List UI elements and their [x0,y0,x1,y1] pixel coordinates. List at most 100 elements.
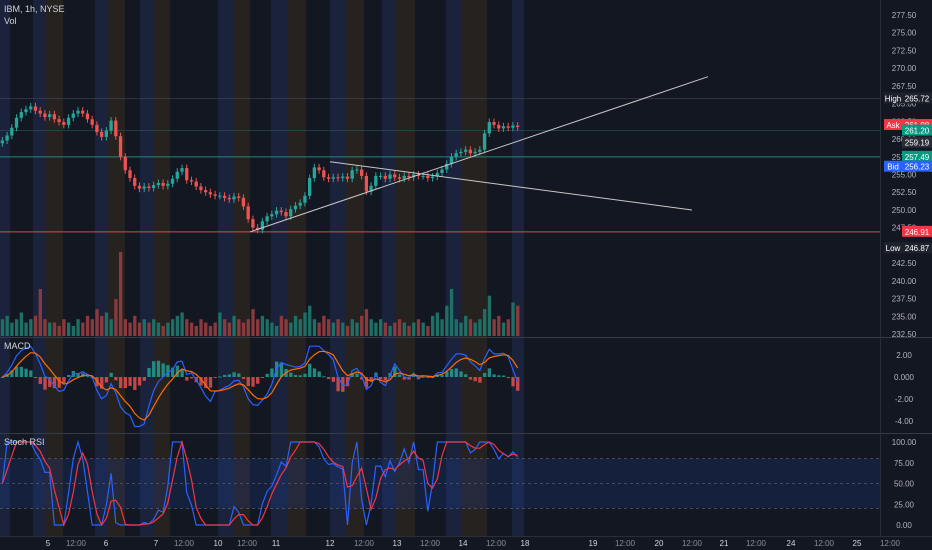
volume-bar [170,319,175,336]
macd-histogram-bar [355,373,359,377]
candle-body [232,196,236,200]
volume-bar [227,322,232,336]
volume-bar [293,315,298,336]
macd-histogram-bar [24,368,28,377]
volume-bar [38,288,42,336]
time-axis-label: 21 [720,539,729,548]
time-axis-label: 12:00 [420,539,441,548]
session-band [512,0,524,536]
candle-body [109,120,113,131]
candle-body [270,214,274,217]
macd-histogram-bar [265,373,269,377]
price-tag-box [902,119,932,131]
symbol-title: IBM, 1h, NYSE [4,4,65,14]
volume-bar [464,315,468,336]
candle-body [114,120,118,137]
candle-body [76,110,80,114]
macd-histogram-bar [251,377,255,387]
volume-bar [397,319,402,336]
volume-bar [412,322,416,336]
volume-bar [71,325,76,336]
session-band [446,0,462,536]
candle-body [14,117,19,128]
price-tick-label: 235.00 [892,312,917,321]
price-tag-label-box [884,160,902,172]
candle-body [402,175,406,179]
time-axis-label: 5 [46,539,51,548]
macd-histogram-bar [180,369,184,377]
price-tick-label: 270.00 [892,64,917,73]
volume-bar [10,322,14,336]
volume-bar [440,319,444,336]
time-axis-label: 12:00 [174,539,195,548]
macd-histogram-bar [449,369,454,377]
macd-histogram-bar [104,377,109,383]
session-band [415,0,446,536]
candle-body [463,149,468,152]
macd-histogram-bar [421,376,425,378]
macd-histogram-bar [492,374,496,377]
candle-body [307,178,312,196]
volume-bar [85,315,90,336]
time-axis-label: 12:00 [746,539,767,548]
macd-histogram-bar [0,377,5,378]
macd-histogram-bar [14,366,19,377]
macd-histogram-bar [378,377,383,380]
time-axis-label: 7 [154,539,159,548]
macd-histogram-bar [57,377,61,388]
macd-histogram-bar [308,363,312,377]
macd-tick-label: 2.00 [896,351,912,360]
candle-body [38,110,42,114]
candle-body [255,227,260,230]
session-band [396,0,415,536]
candle-body [137,185,142,189]
macd-histogram-bar [133,377,137,391]
volume-bar [199,319,203,336]
price-tag-value: 265.72 [905,95,930,104]
candle-body [123,156,127,171]
price-tick-label: 265.00 [892,100,917,109]
volume-bar [416,319,421,336]
macd-histogram-bar [199,377,203,386]
macd-histogram-bar [440,375,444,377]
candle-body [336,177,340,179]
macd-histogram-bar [147,367,151,377]
volume-bar [194,325,198,336]
volume-bar [421,322,425,336]
volume-bar [317,322,321,336]
time-axis-label: 12:00 [354,539,375,548]
macd-histogram-bar [29,370,33,377]
candle-body [0,140,5,144]
session-band [153,0,170,536]
candle-body [478,149,482,152]
volume-bar [369,319,373,336]
candle-body [81,110,85,114]
macd-histogram-bar [218,376,222,378]
volume-bar [265,319,269,336]
price-tick-label: 267.50 [892,82,917,91]
candle-body [421,175,425,177]
volume-bar [76,319,80,336]
macd-histogram-bar [289,372,293,377]
macd-histogram-bar [501,375,506,377]
candle-body [227,197,231,200]
candle-body [369,185,373,192]
candle-body [47,114,52,118]
volume-bar [123,319,128,336]
candle-body [430,176,435,179]
candle-body [203,190,208,193]
candle-body [326,177,331,179]
session-band [0,0,10,536]
candle-body [487,122,491,134]
candle-body [71,113,75,118]
volume-bar [449,288,454,336]
price-tag-value: 246.91 [905,228,930,237]
volume-bar [270,322,274,336]
candle-body [274,210,279,215]
macd-histogram-bar [260,377,265,378]
price-tag-label: Ask [886,121,900,130]
candle-body [260,221,265,230]
volume-bar [57,325,61,336]
macd-histogram-bar [341,377,345,392]
